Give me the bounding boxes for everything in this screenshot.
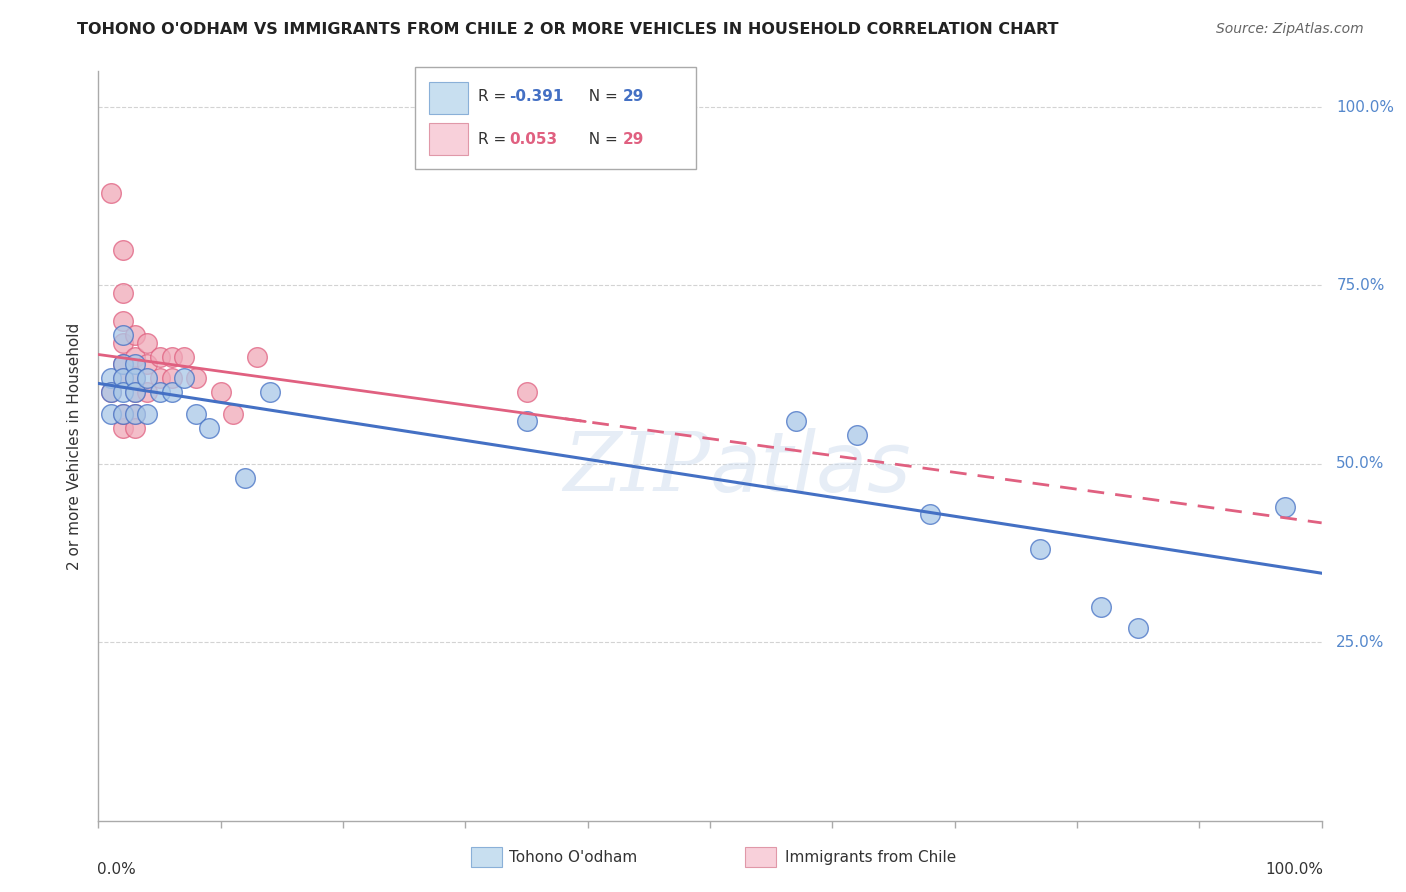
Point bbox=[124, 407, 146, 421]
Point bbox=[136, 371, 159, 385]
Text: 75.0%: 75.0% bbox=[1336, 278, 1385, 293]
Point bbox=[1090, 599, 1112, 614]
Point bbox=[149, 350, 172, 364]
Point bbox=[1274, 500, 1296, 514]
Point bbox=[173, 350, 195, 364]
Point bbox=[124, 357, 146, 371]
Point bbox=[186, 371, 208, 385]
Text: 0.0%: 0.0% bbox=[97, 862, 136, 877]
Point bbox=[124, 385, 146, 400]
Text: N =: N = bbox=[579, 89, 623, 103]
Point bbox=[160, 371, 183, 385]
Text: 50.0%: 50.0% bbox=[1336, 457, 1385, 471]
Text: N =: N = bbox=[579, 132, 623, 146]
Text: 29: 29 bbox=[623, 132, 644, 146]
Point bbox=[197, 421, 219, 435]
Point bbox=[209, 385, 232, 400]
Point bbox=[246, 350, 269, 364]
Point bbox=[124, 350, 146, 364]
Point bbox=[100, 186, 122, 200]
Point bbox=[136, 335, 159, 350]
Point bbox=[136, 385, 159, 400]
Text: Immigrants from Chile: Immigrants from Chile bbox=[785, 850, 956, 864]
Point bbox=[111, 385, 134, 400]
Point bbox=[259, 385, 281, 400]
Point bbox=[785, 414, 807, 428]
Point bbox=[186, 407, 208, 421]
Point bbox=[124, 385, 146, 400]
Point bbox=[515, 414, 537, 428]
Text: 100.0%: 100.0% bbox=[1265, 862, 1323, 877]
Point bbox=[1029, 542, 1052, 557]
Point bbox=[111, 357, 134, 371]
Point bbox=[136, 357, 159, 371]
Point bbox=[124, 371, 146, 385]
Point bbox=[124, 371, 146, 385]
Point bbox=[160, 385, 183, 400]
Point bbox=[233, 471, 256, 485]
Point bbox=[111, 314, 134, 328]
Text: R =: R = bbox=[478, 89, 512, 103]
Point bbox=[149, 385, 172, 400]
Point bbox=[100, 371, 122, 385]
Point bbox=[111, 335, 134, 350]
Point bbox=[1128, 621, 1150, 635]
Text: 29: 29 bbox=[623, 89, 644, 103]
Text: 25.0%: 25.0% bbox=[1336, 635, 1385, 649]
Text: 100.0%: 100.0% bbox=[1336, 100, 1395, 114]
Text: atlas: atlas bbox=[710, 428, 911, 509]
Point bbox=[920, 507, 942, 521]
Point bbox=[100, 407, 122, 421]
Point bbox=[111, 421, 134, 435]
Point bbox=[111, 328, 134, 343]
Point bbox=[111, 243, 134, 257]
Text: Tohono O'odham: Tohono O'odham bbox=[509, 850, 637, 864]
Point bbox=[111, 285, 134, 300]
Point bbox=[124, 407, 146, 421]
Point bbox=[136, 407, 159, 421]
Point bbox=[111, 371, 134, 385]
Point bbox=[149, 371, 172, 385]
Point bbox=[515, 385, 537, 400]
Text: R =: R = bbox=[478, 132, 512, 146]
Point bbox=[100, 385, 122, 400]
Text: 0.053: 0.053 bbox=[509, 132, 557, 146]
Point bbox=[111, 357, 134, 371]
Point bbox=[173, 371, 195, 385]
Text: -0.391: -0.391 bbox=[509, 89, 564, 103]
Point bbox=[160, 350, 183, 364]
Text: TOHONO O'ODHAM VS IMMIGRANTS FROM CHILE 2 OR MORE VEHICLES IN HOUSEHOLD CORRELAT: TOHONO O'ODHAM VS IMMIGRANTS FROM CHILE … bbox=[77, 22, 1059, 37]
Point bbox=[111, 407, 134, 421]
Point bbox=[222, 407, 245, 421]
Point bbox=[124, 421, 146, 435]
Text: ZIP: ZIP bbox=[564, 428, 710, 508]
Point bbox=[111, 407, 134, 421]
Point bbox=[111, 371, 134, 385]
Point bbox=[100, 385, 122, 400]
Y-axis label: 2 or more Vehicles in Household: 2 or more Vehicles in Household bbox=[67, 322, 83, 570]
Point bbox=[124, 328, 146, 343]
Point bbox=[845, 428, 868, 442]
Text: Source: ZipAtlas.com: Source: ZipAtlas.com bbox=[1216, 22, 1364, 37]
